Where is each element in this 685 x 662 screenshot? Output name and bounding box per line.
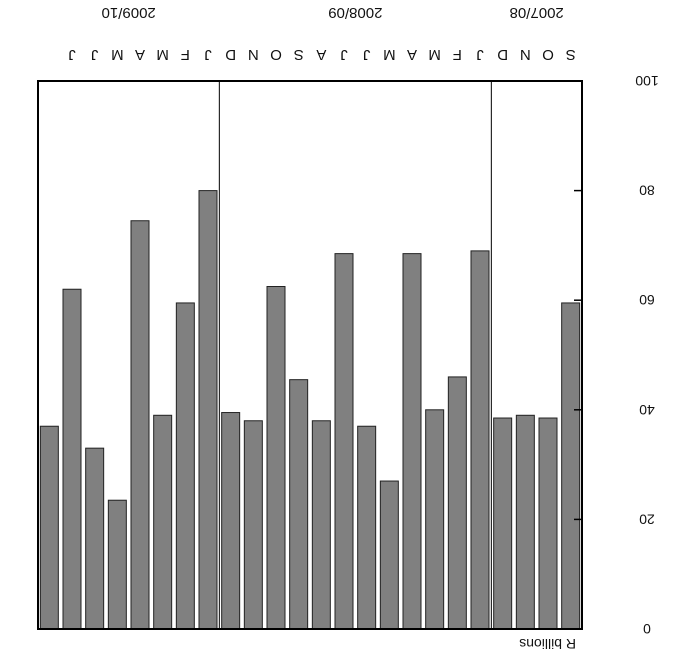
- bar: [62, 288, 82, 630]
- x-tick-label: N: [248, 46, 259, 63]
- x-tick-label: M: [383, 46, 396, 63]
- bar: [515, 414, 535, 630]
- bar: [243, 420, 263, 630]
- x-tick-label: S: [294, 46, 304, 63]
- bar: [221, 412, 241, 630]
- bar: [447, 376, 467, 630]
- bar: [39, 425, 59, 630]
- x-tick-label: M: [156, 46, 169, 63]
- x-tick-label: N: [520, 46, 531, 63]
- x-tick-label: D: [225, 46, 236, 63]
- bar: [493, 417, 513, 630]
- x-tick-label: J: [476, 46, 484, 63]
- bar: [357, 425, 377, 630]
- x-tick-label: M: [111, 46, 124, 63]
- bar: [425, 409, 445, 630]
- x-tick-label: S: [566, 46, 576, 63]
- bar: [289, 379, 309, 630]
- bar: [379, 480, 399, 630]
- x-tick-label: O: [270, 46, 282, 63]
- group-separators: [218, 81, 492, 629]
- bar: [198, 190, 218, 630]
- y-tick-label: 0: [643, 621, 651, 637]
- plot-frame: [37, 80, 583, 630]
- bar: [561, 302, 581, 630]
- x-tick-label: J: [363, 46, 371, 63]
- group-label: 2009/10: [102, 4, 156, 21]
- bar: [107, 499, 127, 630]
- bar: [130, 220, 150, 630]
- x-tick-label: F: [453, 46, 462, 63]
- bar: [85, 447, 105, 630]
- bar: [153, 414, 173, 630]
- y-axis-label: R billions: [519, 636, 576, 652]
- x-tick-label: F: [181, 46, 190, 63]
- bar: [311, 420, 331, 630]
- y-tick-label: 40: [639, 402, 655, 418]
- bars: [39, 190, 581, 630]
- bar: [334, 253, 354, 630]
- x-tick-label: A: [407, 46, 417, 63]
- y-tick-label: 60: [639, 292, 655, 308]
- x-tick-label: J: [340, 46, 348, 63]
- bar: [175, 302, 195, 630]
- x-tick-label: D: [497, 46, 508, 63]
- axes: [37, 80, 583, 630]
- x-tick-label: J: [68, 46, 76, 63]
- x-tick-label: A: [135, 46, 145, 63]
- bar: [538, 417, 558, 630]
- x-tick-label: J: [204, 46, 212, 63]
- group-label: 2008/09: [328, 4, 382, 21]
- x-tick-label: J: [91, 46, 99, 63]
- x-tick-label: A: [316, 46, 326, 63]
- group-label: 2007/08: [510, 4, 564, 21]
- bar: [266, 286, 286, 630]
- y-tick-label: 20: [639, 511, 655, 527]
- x-tick-label: M: [428, 46, 441, 63]
- bar: [470, 250, 490, 630]
- x-tick-label: O: [542, 46, 554, 63]
- bar: [402, 253, 422, 630]
- y-tick-label: 100: [635, 73, 659, 89]
- y-tick-label: 80: [639, 183, 655, 199]
